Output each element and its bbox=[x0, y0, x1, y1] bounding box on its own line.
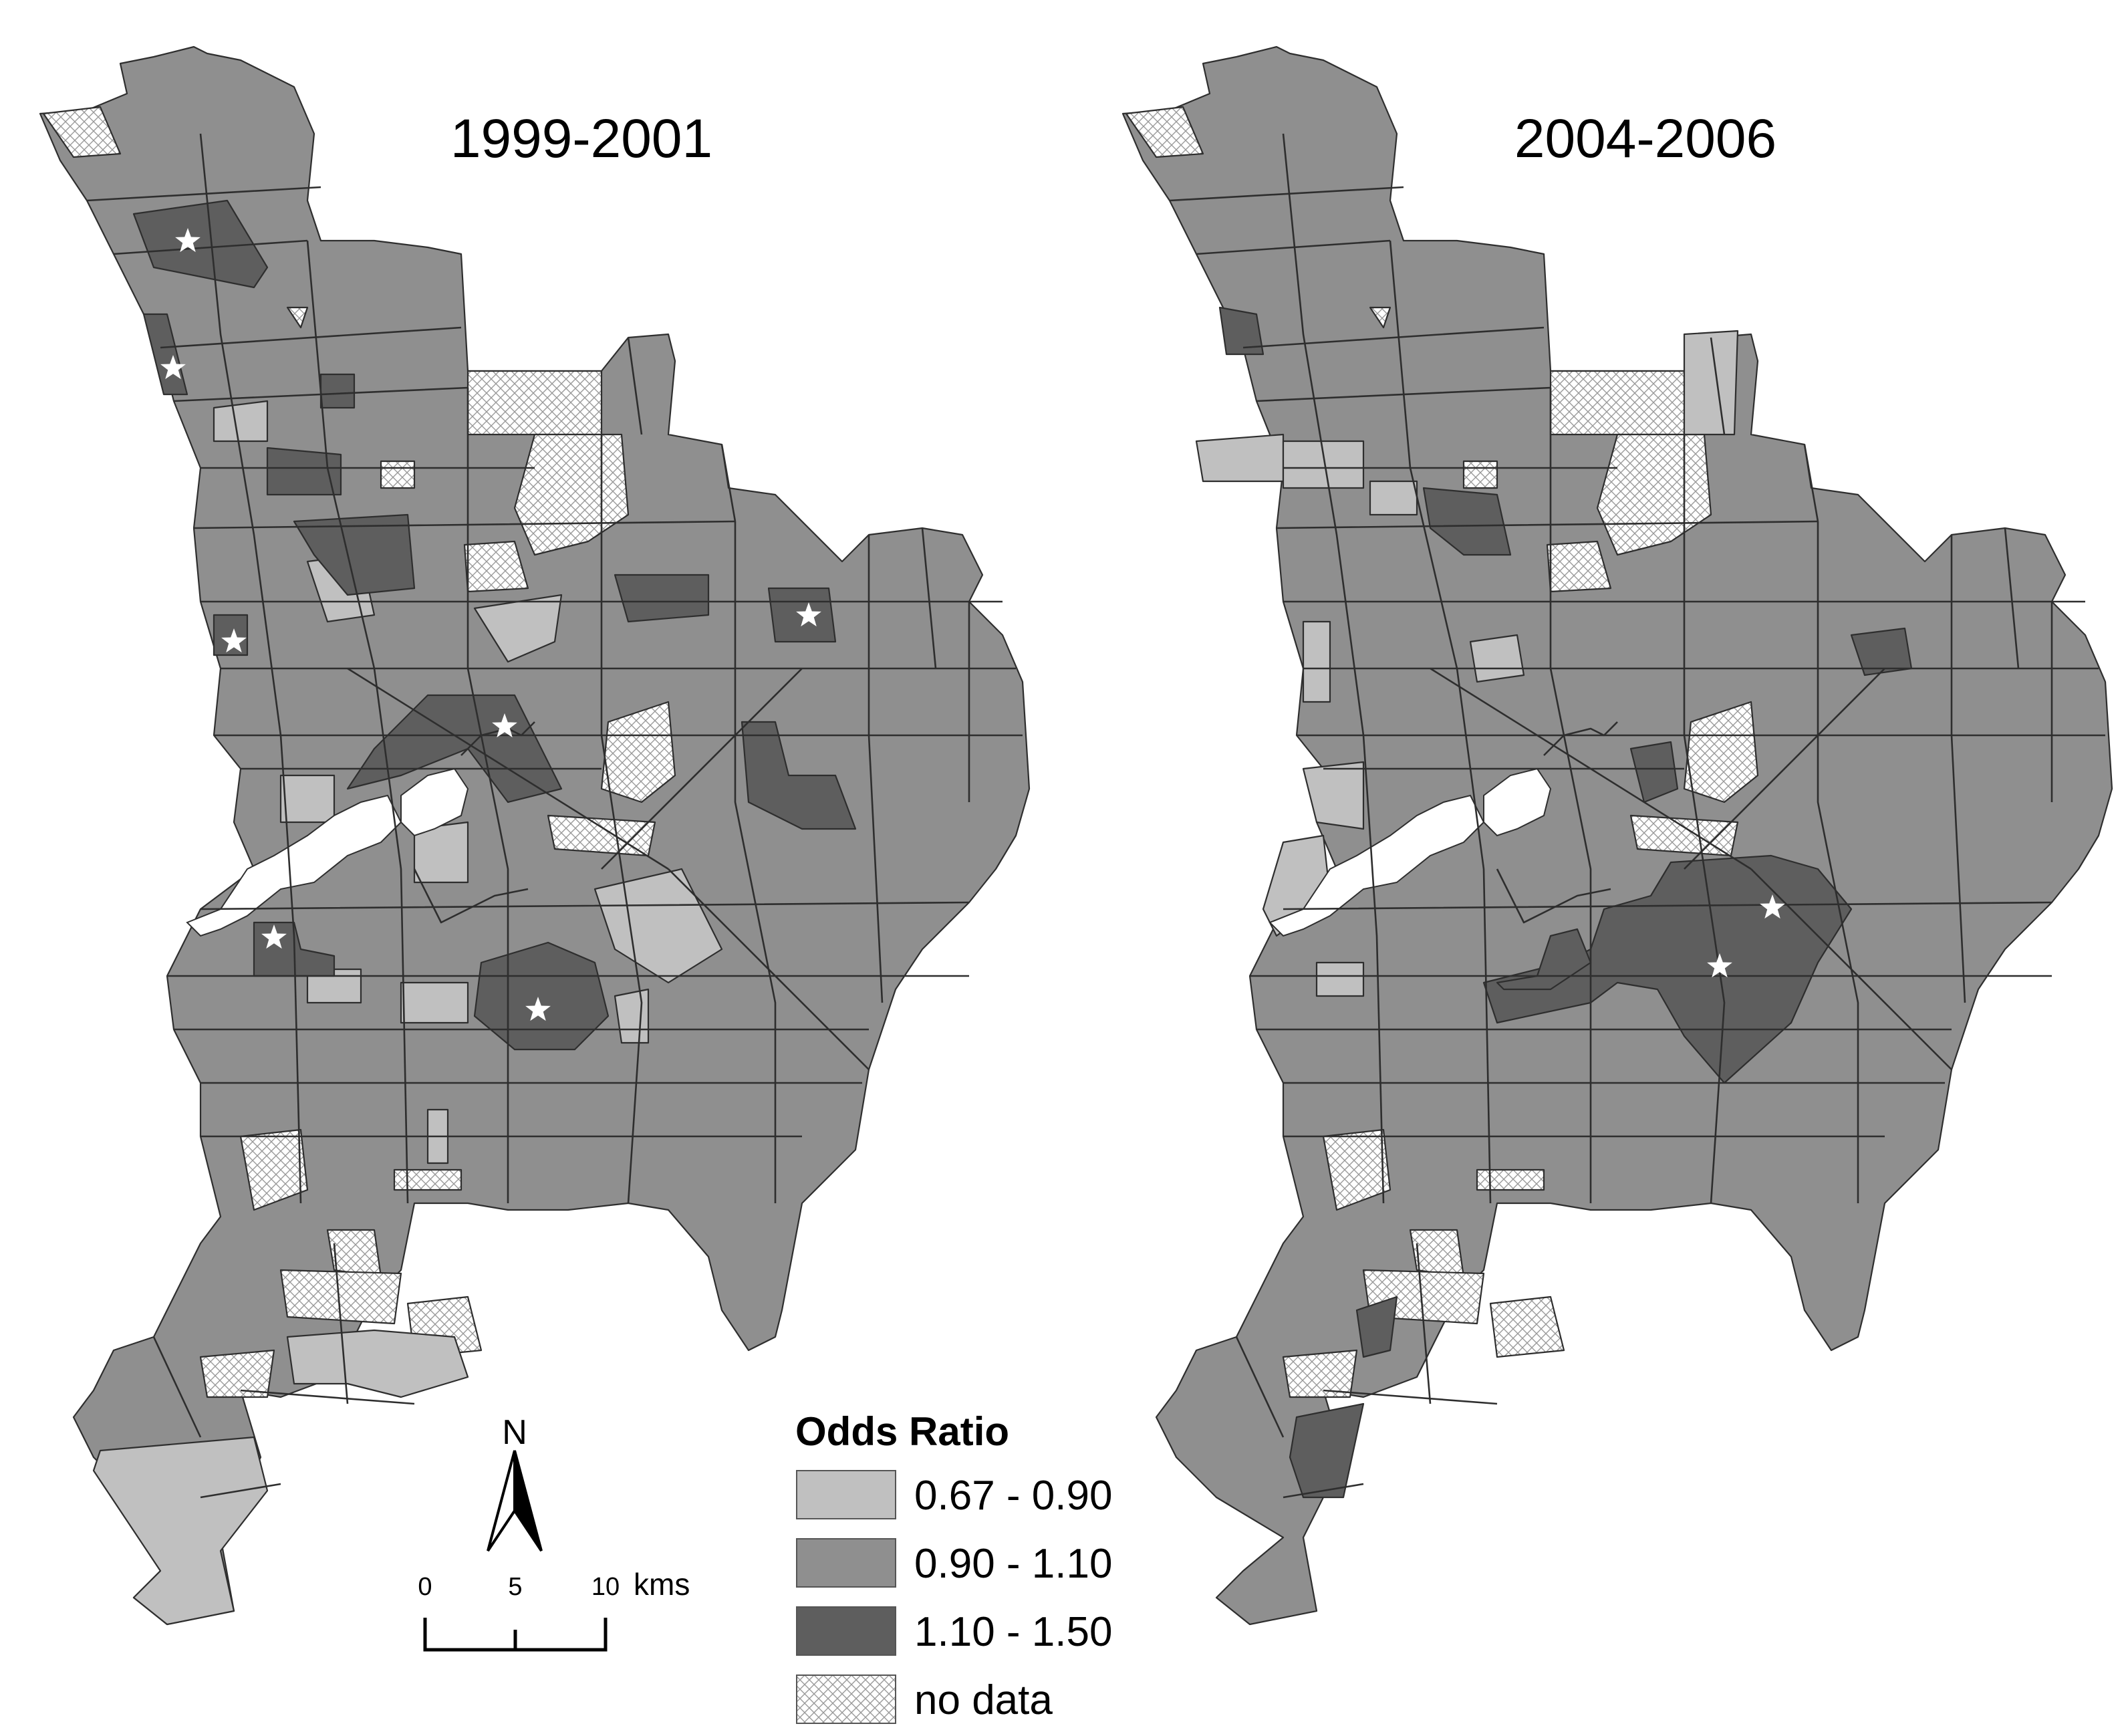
map-region-nodata bbox=[467, 370, 603, 436]
map-region-high bbox=[132, 199, 269, 289]
map-region-nodata bbox=[1476, 1168, 1545, 1191]
legend-swatch-mid bbox=[796, 1538, 896, 1588]
legend-title: Odds Ratio bbox=[795, 1409, 1009, 1454]
north-arrow-right-half bbox=[513, 1450, 543, 1552]
scale-unit: kms bbox=[634, 1567, 690, 1602]
map-river bbox=[1483, 767, 1552, 837]
map-region-nodata bbox=[463, 540, 529, 593]
legend-swatch-nodata bbox=[796, 1675, 896, 1724]
map-region-nodata bbox=[1322, 1128, 1391, 1211]
map-region-low bbox=[306, 968, 362, 1004]
map-region-nodata bbox=[286, 306, 309, 329]
map-river-line bbox=[1496, 868, 1611, 924]
scale-tick-10: 10 bbox=[591, 1573, 620, 1601]
map-region-nodata bbox=[1549, 370, 1686, 436]
map-region-nodata bbox=[1369, 306, 1391, 329]
scale-tick-0: 0 bbox=[418, 1573, 432, 1601]
map-region-low bbox=[286, 1329, 469, 1398]
map-2004-2006: 2004-2006 bbox=[1121, 45, 2113, 1626]
map-region-nodata bbox=[1489, 1295, 1565, 1358]
map-region-nodata bbox=[1282, 1349, 1358, 1398]
map-region-low bbox=[1315, 961, 1365, 997]
legend-label-low: 0.67 - 0.90 bbox=[914, 1473, 1112, 1519]
map-region-nodata bbox=[393, 1168, 462, 1191]
map-region-low bbox=[614, 988, 650, 1044]
map-region-low bbox=[400, 981, 469, 1024]
map-region-high bbox=[614, 574, 710, 623]
map-region-nodata bbox=[42, 106, 122, 158]
map-region-low bbox=[279, 774, 336, 824]
map-region-low bbox=[1282, 440, 1365, 489]
map-region-high bbox=[741, 721, 857, 830]
map-region-high bbox=[1629, 741, 1679, 803]
map-region-high bbox=[1218, 306, 1265, 356]
map-region-low bbox=[1369, 480, 1418, 516]
map-region-high bbox=[293, 513, 416, 596]
map-river-line bbox=[413, 868, 529, 924]
scale-bar-line bbox=[423, 1618, 608, 1652]
map-tract-lines bbox=[1169, 133, 2105, 1499]
map-region-base bbox=[1121, 45, 2113, 1626]
legend-label-nodata: no data bbox=[914, 1677, 1053, 1723]
map-region-low bbox=[1195, 433, 1285, 483]
map-region-high bbox=[266, 447, 342, 496]
map-region-nodata bbox=[600, 701, 676, 803]
map-region-high bbox=[1422, 487, 1512, 556]
map-title: 1999-2001 bbox=[450, 108, 712, 169]
scale-bar: 0 5 10 kms bbox=[418, 1567, 690, 1652]
map-region-nodata bbox=[1683, 701, 1759, 803]
map-region-high bbox=[1482, 854, 1853, 1084]
map-region-high bbox=[1289, 1402, 1365, 1499]
map-region-base bbox=[39, 45, 1031, 1626]
map-region-nodata bbox=[1125, 106, 1204, 158]
north-label: N bbox=[502, 1413, 527, 1452]
north-arrow-left-half bbox=[487, 1450, 516, 1552]
map-region-low bbox=[1302, 761, 1365, 830]
map-title: 2004-2006 bbox=[1514, 108, 1776, 169]
legend-swatch-high bbox=[796, 1606, 896, 1656]
map-region-low bbox=[1683, 330, 1739, 436]
legend-item-nodata: no data bbox=[796, 1675, 1053, 1724]
map-region-high bbox=[319, 373, 356, 409]
legend-label-mid: 0.90 - 1.10 bbox=[914, 1541, 1112, 1587]
legend: Odds Ratio 0.67 - 0.90 0.90 - 1.10 1.10 … bbox=[795, 1409, 1112, 1724]
legend-item-low: 0.67 - 0.90 bbox=[796, 1470, 1112, 1519]
legend-label-high: 1.10 - 1.50 bbox=[914, 1609, 1112, 1655]
map-region-nodata bbox=[239, 1128, 309, 1211]
legend-item-high: 1.10 - 1.50 bbox=[796, 1606, 1112, 1656]
map-river bbox=[400, 767, 469, 837]
map-region-high bbox=[1355, 1295, 1398, 1358]
scale-tick-5: 5 bbox=[508, 1573, 522, 1601]
map-region-high bbox=[1496, 928, 1592, 991]
legend-swatch-low bbox=[796, 1470, 896, 1519]
map-region-nodata bbox=[1546, 540, 1612, 593]
map-region-low bbox=[1469, 634, 1525, 683]
north-arrow: N bbox=[487, 1413, 543, 1552]
map-region-nodata bbox=[513, 433, 630, 556]
map-region-nodata bbox=[380, 460, 416, 489]
map-region-low bbox=[213, 400, 269, 443]
map-region-nodata bbox=[1462, 460, 1498, 489]
map-river-line bbox=[1543, 721, 1618, 756]
map-tract-lines bbox=[86, 133, 1023, 1499]
map-1999-2001: 1999-2001 bbox=[39, 45, 1031, 1626]
map-region-low bbox=[1302, 620, 1331, 703]
map-region-low bbox=[92, 1436, 269, 1626]
map-region-low bbox=[413, 821, 469, 884]
legend-item-mid: 0.90 - 1.10 bbox=[796, 1538, 1112, 1588]
map-region-nodata bbox=[279, 1269, 402, 1325]
map-region-low bbox=[473, 594, 563, 663]
map-region-nodata bbox=[199, 1349, 275, 1398]
